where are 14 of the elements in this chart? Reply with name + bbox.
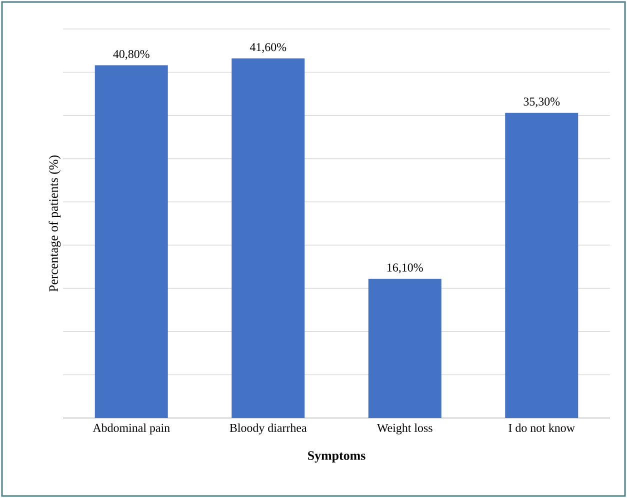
data-label: 35,30% <box>524 98 560 108</box>
bar <box>94 65 168 418</box>
x-tick-label: I do not know <box>508 424 575 432</box>
x-tick-label: Weight loss <box>376 424 432 434</box>
x-tick-label: Bloody diarrhea <box>230 424 307 434</box>
bar <box>232 58 305 418</box>
y-axis-title: Percentage of patients (%) <box>48 156 61 292</box>
x-tick-label: Abdominal pain <box>92 424 170 434</box>
bar <box>368 278 442 418</box>
data-label: 40,80% <box>113 50 150 60</box>
data-label: 16,10% <box>387 264 423 274</box>
bar <box>505 112 578 418</box>
data-label: 41,60% <box>250 43 286 53</box>
x-axis-title: Symptoms <box>308 451 366 463</box>
